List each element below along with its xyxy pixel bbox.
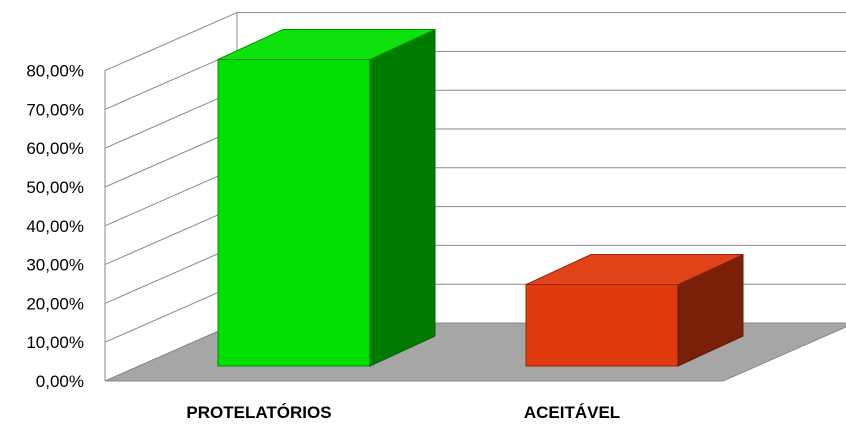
bar-front (525, 284, 679, 367)
bar (525, 253, 744, 367)
side-gridline (104, 50, 238, 110)
side-gridline (104, 89, 238, 149)
y-tick-label: 20,00% (26, 294, 84, 313)
side-gridline (104, 167, 238, 227)
bar-top (525, 254, 744, 286)
bar-top (217, 28, 436, 60)
y-tick-label: 50,00% (26, 178, 84, 197)
y-tick-label: 40,00% (26, 217, 84, 236)
x-category-label: PROTELATÓRIOS (186, 403, 331, 422)
x-axis-labels: PROTELATÓRIOS ACEITÁVEL (186, 403, 620, 422)
side-gridline (104, 206, 238, 266)
y-tick-label: 60,00% (26, 139, 84, 158)
side-gridline (104, 128, 238, 188)
side-gridline (104, 244, 238, 304)
bar-side (369, 28, 436, 367)
y-tick-label: 80,00% (26, 62, 84, 81)
y-tick-label: 0,00% (36, 372, 84, 391)
y-tick-label: 70,00% (26, 100, 84, 119)
side-gridline (104, 283, 238, 343)
y-axis-ticks: 0,00% 10,00% 20,00% 30,00% 40,00% 50,00% 60,00… (26, 62, 84, 391)
x-category-label: ACEITÁVEL (524, 403, 620, 422)
bar-front (217, 58, 371, 367)
bar (217, 28, 436, 367)
side-gridline (104, 12, 238, 72)
y-tick-label: 10,00% (26, 333, 84, 352)
bars (217, 28, 744, 367)
y-tick-label: 30,00% (26, 256, 84, 275)
